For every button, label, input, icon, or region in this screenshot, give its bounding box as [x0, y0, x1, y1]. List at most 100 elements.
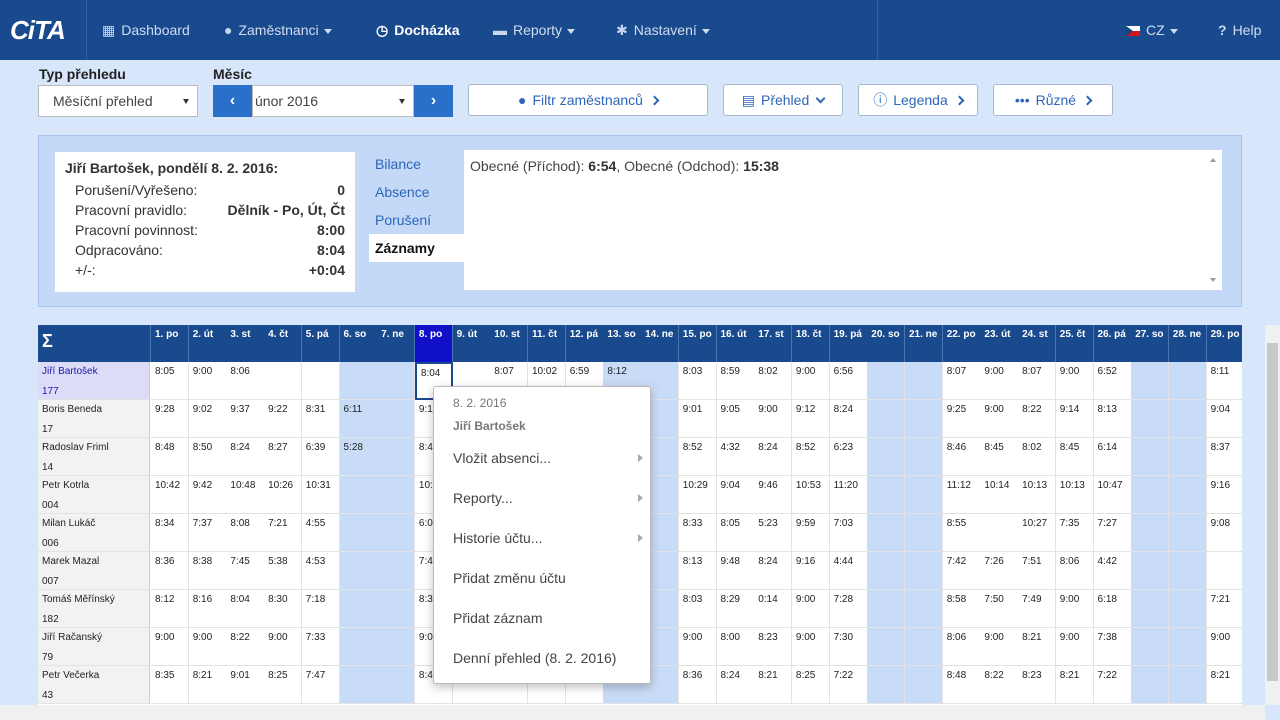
day-cell[interactable]: 8:24 [829, 400, 868, 438]
day-header[interactable]: 11. čt [528, 325, 567, 362]
nav-help[interactable]: ? Help [1218, 0, 1261, 60]
day-cell[interactable] [377, 400, 416, 438]
menu-daily-overview[interactable]: Denní přehled (8. 2. 2016) [453, 650, 617, 666]
day-cell[interactable]: 7:47 [301, 666, 340, 704]
tab-balance[interactable]: Bilance [375, 156, 421, 172]
day-cell[interactable] [377, 362, 416, 400]
day-cell[interactable]: 8:58 [942, 590, 981, 628]
nav-dashboard[interactable]: ▦ Dashboard [102, 0, 190, 60]
day-header[interactable]: 4. čt [264, 325, 303, 362]
day-header[interactable]: 19. pá [829, 325, 868, 362]
day-cell[interactable]: 8:46 [942, 438, 981, 476]
day-cell[interactable]: 8:06 [942, 628, 981, 666]
day-cell[interactable]: 8:59 [716, 362, 755, 400]
day-cell[interactable]: 8:13 [678, 552, 717, 590]
day-cell[interactable]: 8:36 [678, 666, 717, 704]
day-header[interactable]: 25. čt [1055, 325, 1094, 362]
day-cell[interactable]: 8:21 [188, 666, 227, 704]
day-header[interactable]: 14. ne [641, 325, 680, 362]
legend-button[interactable]: ⓘ Legenda [858, 84, 978, 116]
employee-name-cell[interactable]: Petr Kotrla 004 [38, 476, 150, 514]
day-cell[interactable]: 8:06 [1055, 552, 1094, 590]
tab-records[interactable]: Záznamy [369, 234, 465, 262]
day-cell[interactable]: 10:53 [791, 476, 831, 514]
day-cell[interactable]: 8:36 [151, 552, 190, 590]
day-cell[interactable] [1131, 666, 1170, 704]
day-cell[interactable]: 9:01 [226, 666, 265, 704]
day-cell[interactable]: 9:00 [791, 590, 831, 628]
day-cell[interactable]: 8:55 [942, 514, 981, 552]
day-cell[interactable] [377, 514, 416, 552]
day-cell[interactable] [1168, 514, 1208, 552]
day-cell[interactable]: 8:07 [1018, 362, 1057, 400]
day-cell[interactable] [301, 362, 340, 400]
day-cell[interactable]: 10:42 [151, 476, 190, 514]
day-header[interactable]: 24. st [1018, 325, 1057, 362]
day-cell[interactable]: 7:28 [829, 590, 868, 628]
day-cell[interactable] [339, 552, 378, 590]
day-cell[interactable] [1206, 552, 1242, 590]
day-cell[interactable]: 8:45 [980, 438, 1019, 476]
day-cell[interactable]: 8:48 [151, 438, 190, 476]
day-cell[interactable]: 7:22 [829, 666, 868, 704]
day-cell[interactable]: 7:37 [188, 514, 227, 552]
day-cell[interactable] [867, 438, 906, 476]
day-cell[interactable]: 9:00 [1055, 362, 1094, 400]
day-cell[interactable]: 8:22 [226, 628, 265, 666]
day-cell[interactable]: 7:45 [226, 552, 265, 590]
day-cell[interactable]: 8:04 [226, 590, 265, 628]
day-cell[interactable]: 5:23 [754, 514, 793, 552]
tab-violations[interactable]: Porušení [375, 212, 432, 228]
menu-reports[interactable]: Reporty... [453, 490, 643, 506]
day-cell[interactable]: 9:14 [1055, 400, 1094, 438]
day-cell[interactable] [377, 628, 416, 666]
overview-button[interactable]: ▤ Přehled [723, 84, 843, 116]
day-cell[interactable]: 7:51 [1018, 552, 1057, 590]
day-cell[interactable]: 7:18 [301, 590, 340, 628]
day-cell[interactable]: 9:46 [754, 476, 793, 514]
day-cell[interactable]: 9:05 [716, 400, 755, 438]
day-cell[interactable]: 8:04 [414, 362, 454, 400]
day-header[interactable]: 26. pá [1093, 325, 1132, 362]
day-cell[interactable] [1131, 628, 1170, 666]
menu-add-account-change[interactable]: Přidat změnu účtu [453, 570, 566, 586]
menu-add-record[interactable]: Přidat záznam [453, 610, 543, 626]
day-header[interactable]: 29. po [1206, 325, 1242, 362]
scroll-thumb[interactable] [1267, 343, 1278, 681]
day-cell[interactable]: 8:38 [188, 552, 227, 590]
day-cell[interactable] [1131, 476, 1170, 514]
day-cell[interactable]: 10:13 [1018, 476, 1057, 514]
employee-name-cell[interactable]: Boris Beneda 17 [38, 400, 150, 438]
day-cell[interactable]: 9:00 [980, 362, 1019, 400]
day-cell[interactable]: 8:24 [716, 666, 755, 704]
day-cell[interactable] [1131, 362, 1170, 400]
day-header[interactable]: 16. út [716, 325, 755, 362]
day-cell[interactable]: 8:34 [151, 514, 190, 552]
day-header[interactable]: 12. pá [565, 325, 604, 362]
day-cell[interactable]: 9:25 [942, 400, 981, 438]
day-cell[interactable]: 9:00 [980, 400, 1019, 438]
day-cell[interactable]: 10:27 [1018, 514, 1057, 552]
day-cell[interactable]: 8:52 [791, 438, 831, 476]
day-cell[interactable]: 6:52 [1093, 362, 1132, 400]
day-cell[interactable]: 8:21 [1206, 666, 1242, 704]
day-cell[interactable]: 9:48 [716, 552, 755, 590]
day-cell[interactable]: 8:31 [301, 400, 340, 438]
day-cell[interactable] [980, 514, 1019, 552]
employee-name-cell[interactable]: Tomáš Měřínský 182 [38, 590, 150, 628]
day-cell[interactable] [377, 666, 416, 704]
day-cell[interactable]: 9:00 [1055, 590, 1094, 628]
day-cell[interactable]: 4:44 [829, 552, 868, 590]
day-cell[interactable]: 5:28 [339, 438, 378, 476]
nav-attendance[interactable]: ◷ Docházka [376, 0, 460, 60]
day-cell[interactable] [339, 666, 378, 704]
employee-filter-button[interactable]: ● Filtr zaměstnanců [468, 84, 708, 116]
day-cell[interactable]: 8:03 [678, 590, 717, 628]
day-cell[interactable]: 9:00 [188, 628, 227, 666]
day-cell[interactable]: 9:12 [791, 400, 831, 438]
day-cell[interactable]: 8:35 [151, 666, 190, 704]
day-cell[interactable]: 9:04 [1206, 400, 1242, 438]
day-cell[interactable]: 7:35 [1055, 514, 1094, 552]
day-cell[interactable]: 8:06 [226, 362, 265, 400]
day-cell[interactable] [377, 552, 416, 590]
